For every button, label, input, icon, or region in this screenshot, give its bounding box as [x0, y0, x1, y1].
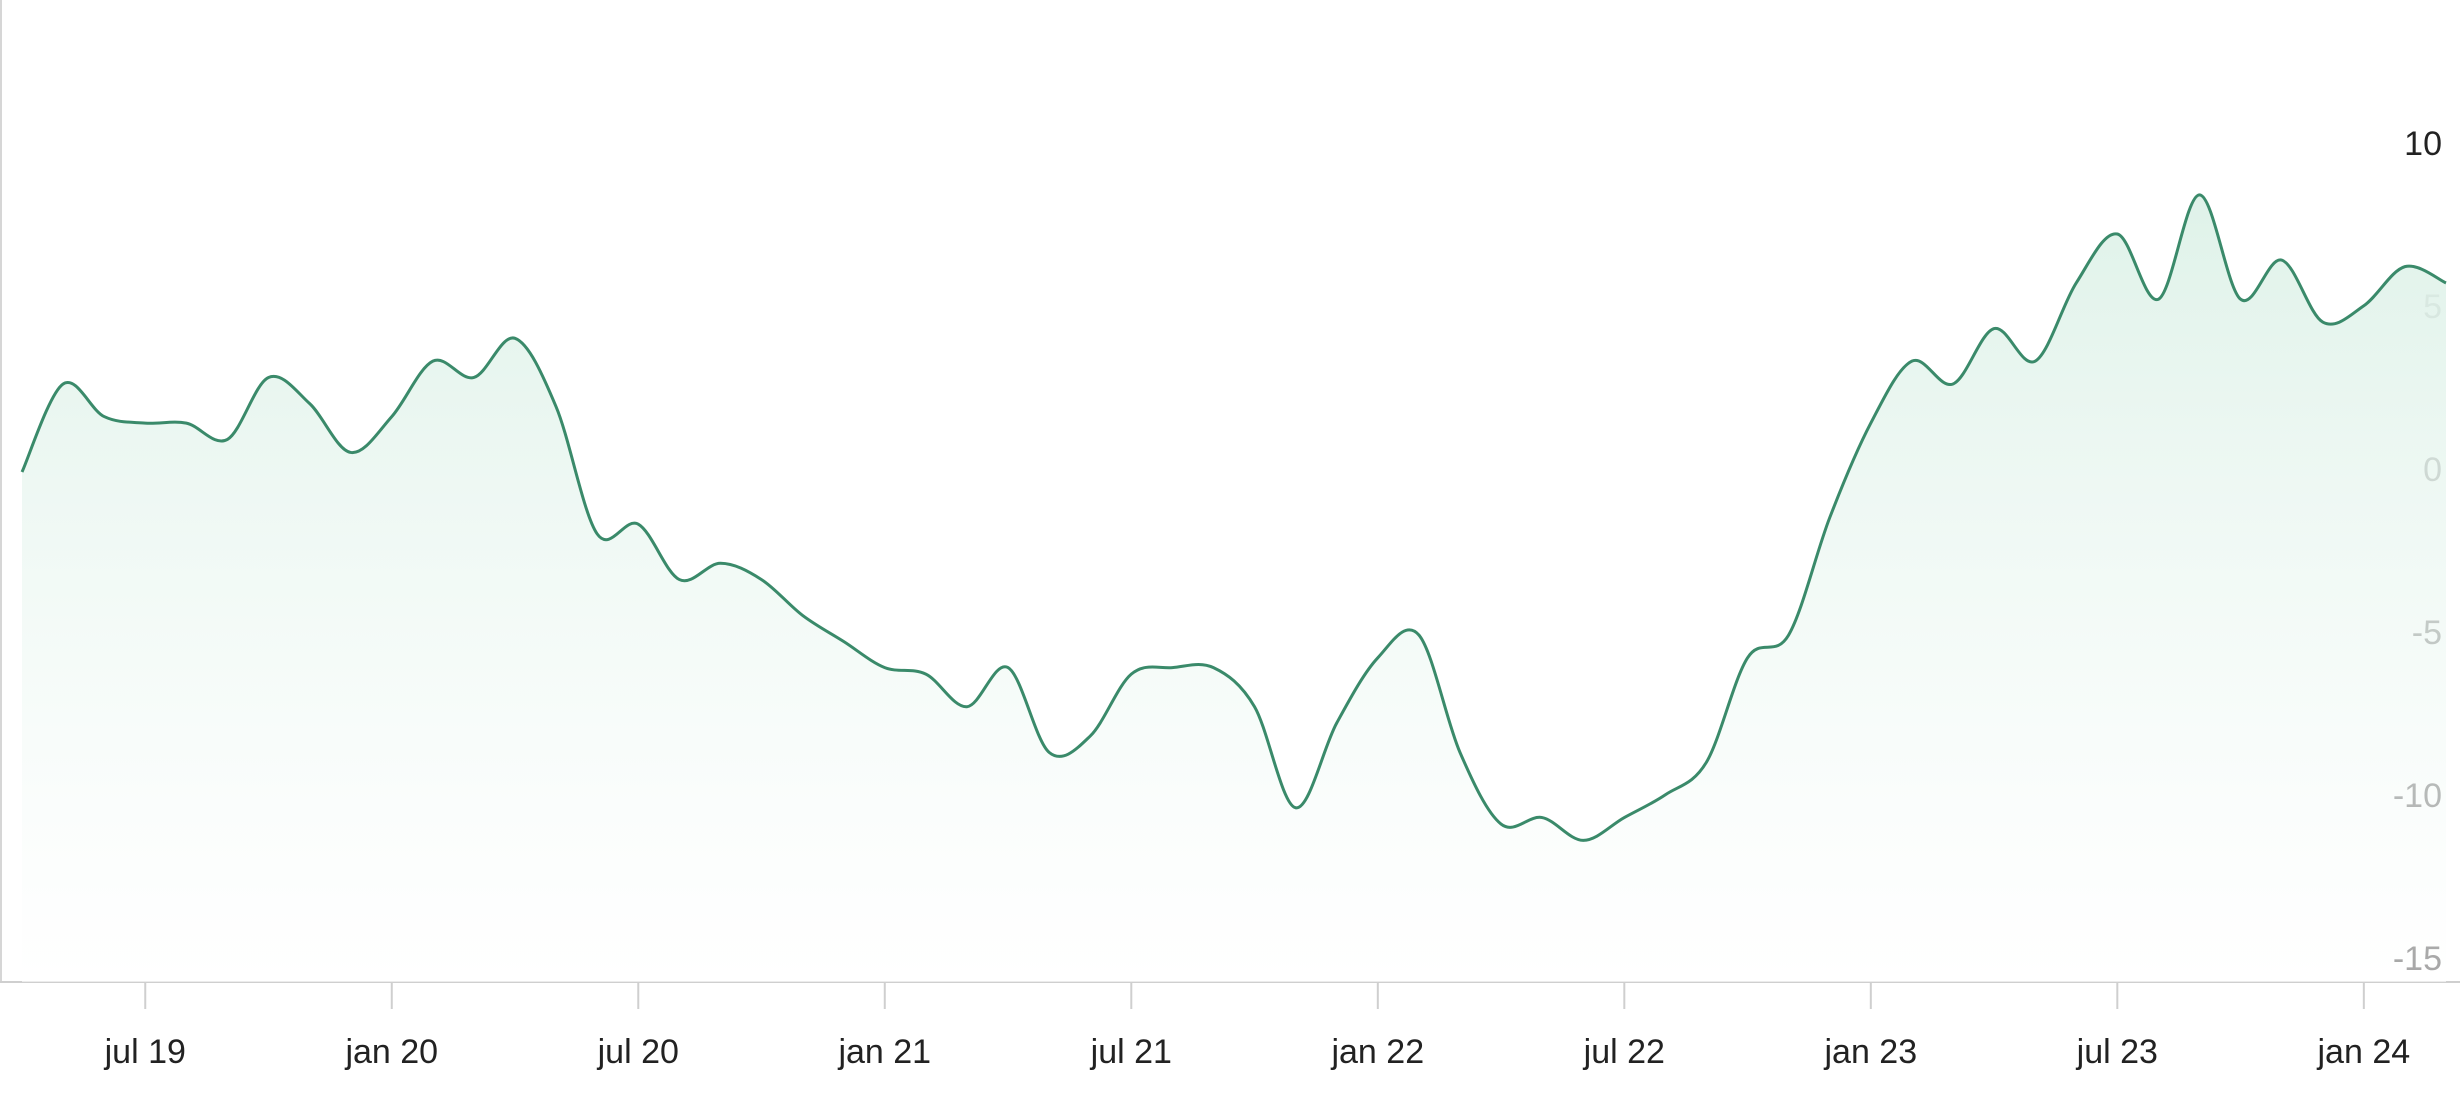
x-tick-label: jul 19 [104, 1033, 186, 1071]
x-tick-label: jul 20 [597, 1033, 679, 1071]
x-tick-label: jul 21 [1090, 1033, 1172, 1071]
x-tick-label: jan 20 [344, 1033, 438, 1071]
x-tick-label: jan 21 [837, 1033, 931, 1071]
line [20, 193, 2447, 842]
x-tick-label: jul 23 [2076, 1033, 2158, 1071]
x-tick-label: jan 22 [1330, 1033, 1424, 1071]
y-tick-label: 10 [2404, 125, 2442, 163]
x-tick-label: jan 23 [1823, 1033, 1917, 1071]
x-tick-label: jul 22 [1583, 1033, 1665, 1071]
x-tick-label: jan 24 [2317, 1033, 2411, 1071]
area-fill [22, 194, 2446, 982]
